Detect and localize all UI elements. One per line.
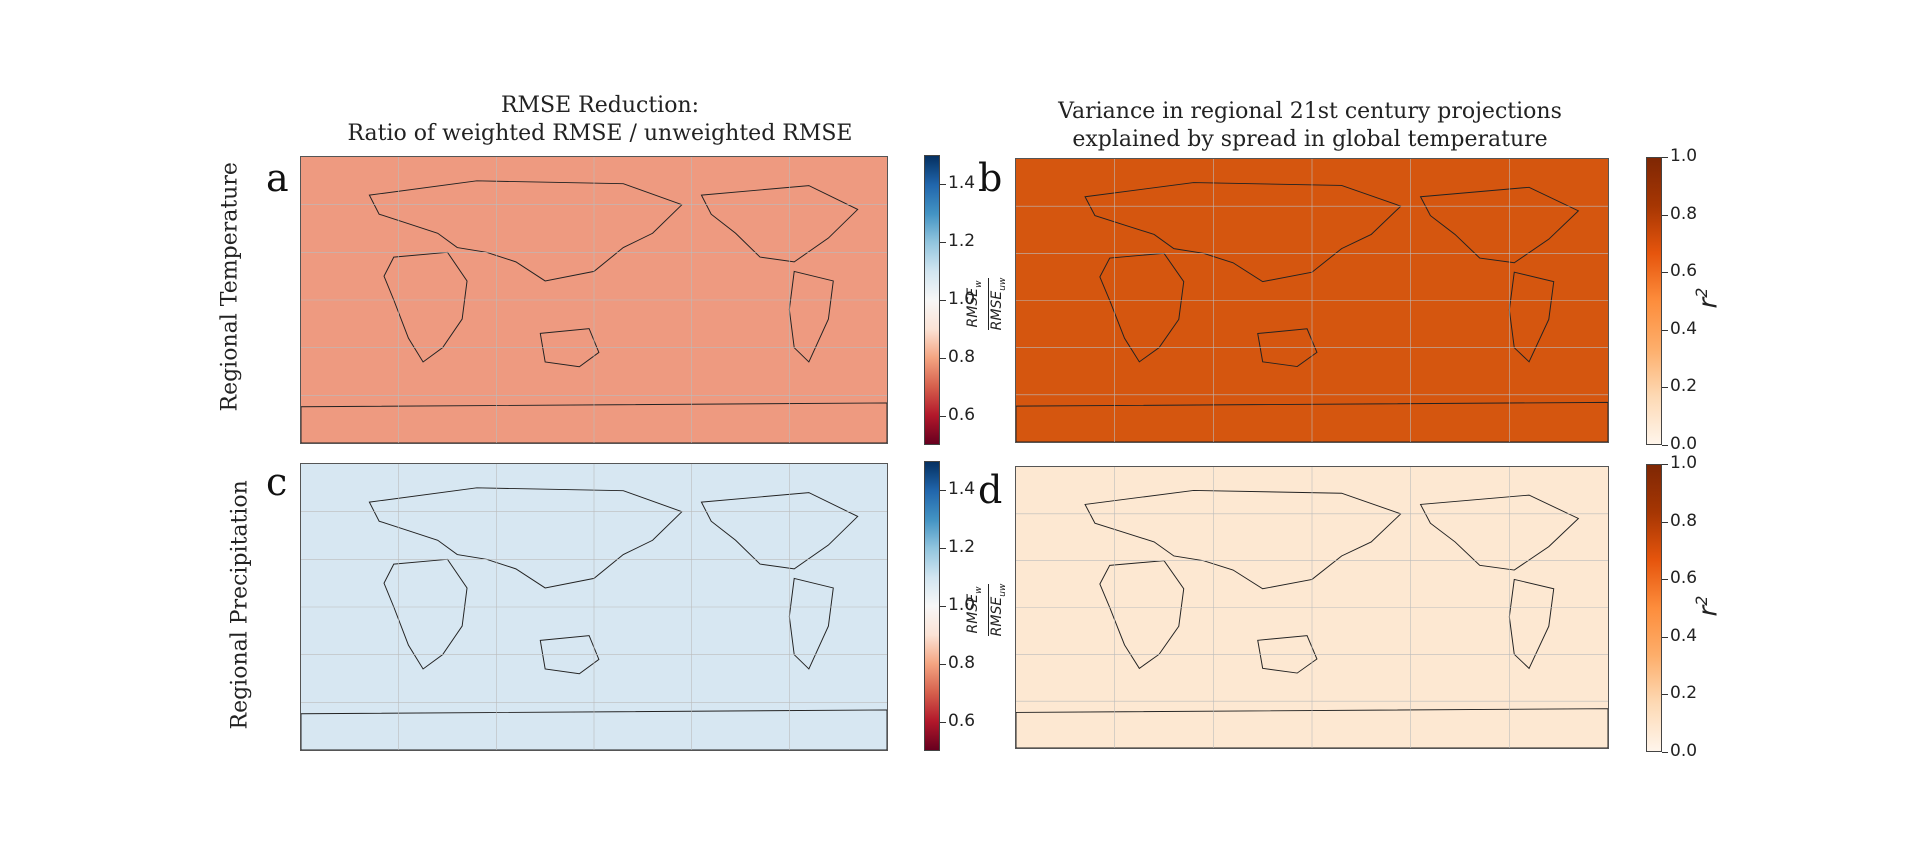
row-label-temperature: Regional Temperature: [217, 162, 243, 412]
colorbar-tick-label: 0.8: [1670, 510, 1698, 531]
coastline: [1084, 182, 1402, 283]
colorbar-tick-mark: [1662, 752, 1668, 753]
map-c-svg: [301, 464, 887, 750]
coastline: [1084, 489, 1402, 590]
colorbar-tick-mark: [1662, 387, 1668, 389]
r2-label-sup: 2: [1692, 287, 1711, 298]
colorbar-r2-top: [1646, 157, 1662, 445]
coastline: [383, 558, 468, 670]
colorbar-rmse-bottom-label: RMSEw RMSEuw: [965, 570, 1008, 650]
colorbar-tick-label: 0.0: [1670, 741, 1698, 761]
colorbar-tick-mark: [940, 548, 946, 549]
colorbar-rmse-top: [924, 155, 940, 445]
colorbar-tick-label: 1.0: [948, 289, 976, 309]
colorbar-tick-mark: [1662, 521, 1668, 523]
colorbar-tick-mark: [1662, 214, 1668, 216]
colorbar-tick-label: 0.4: [1670, 625, 1698, 646]
colorbar-rmse-top-label: RMSEw RMSEuw: [965, 264, 1008, 344]
coastline: [1257, 635, 1318, 674]
colorbar-tick-label: 1.4: [948, 479, 976, 499]
map-panel-a: [300, 156, 888, 444]
right-title-line1: Variance in regional 21st century projec…: [1058, 99, 1562, 124]
colorbar-tick-label: 0.6: [948, 711, 976, 731]
left-column-title: RMSE Reduction: Ratio of weighted RMSE /…: [300, 92, 900, 148]
colorbar-tick-label: 1.2: [948, 231, 976, 251]
colorbar-tick-label: 1.0: [948, 595, 976, 615]
colorbar-tick-label: 1.0: [1670, 453, 1698, 473]
map-a-svg: [301, 157, 887, 443]
left-title-line1: RMSE Reduction:: [500, 93, 700, 118]
colorbar-tick-label: 0.8: [1670, 203, 1698, 224]
right-column-title: Variance in regional 21st century projec…: [1010, 98, 1610, 154]
colorbar-tick-mark: [940, 242, 946, 243]
colorbar-tick-label: 0.0: [1670, 434, 1698, 454]
coastline: [1099, 560, 1185, 670]
map-d-svg: [1016, 467, 1608, 748]
colorbar-tick-mark: [940, 358, 946, 359]
colorbar-tick-mark: [1662, 464, 1668, 465]
colorbar-tick-label: 0.4: [1670, 318, 1698, 339]
coastline: [700, 492, 859, 570]
coastline: [700, 185, 859, 263]
colorbar-r2-bottom: [1646, 464, 1662, 752]
colorbar-tick-mark: [1662, 272, 1668, 274]
panel-letter-c: c: [266, 460, 288, 504]
r2-label-sup: 2: [1692, 595, 1711, 606]
coastline: [1099, 252, 1185, 363]
rmse-label-den: RMSE: [988, 290, 1005, 331]
coastline: [539, 635, 600, 675]
colorbar-tick-mark: [1662, 157, 1668, 158]
colorbar-tick-label: 0.8: [948, 653, 976, 673]
coastline: [1257, 328, 1318, 368]
r2-label: r: [1693, 605, 1724, 617]
colorbar-tick-mark: [1662, 445, 1668, 446]
colorbar-tick-mark: [940, 300, 946, 301]
colorbar-tick-label: 0.2: [1670, 683, 1698, 704]
colorbar-tick-mark: [940, 490, 946, 491]
colorbar-tick-label: 0.6: [1670, 261, 1698, 282]
colorbar-tick-mark: [1662, 636, 1668, 638]
colorbar-tick-mark: [940, 722, 946, 723]
colorbar-tick-label: 1.0: [1670, 146, 1698, 166]
coastline: [539, 328, 600, 368]
colorbar-tick-mark: [940, 184, 946, 185]
rmse-label-den-sub: uw: [997, 583, 1008, 597]
panel-letter-b: b: [978, 156, 1003, 200]
map-panel-c: [300, 463, 888, 751]
left-title-line2: Ratio of weighted RMSE / unweighted RMSE: [347, 121, 853, 146]
rmse-label-den: RMSE: [988, 596, 1005, 637]
colorbar-tick-label: 0.6: [948, 405, 976, 425]
panel-letter-a: a: [266, 156, 289, 200]
colorbar-tick-mark: [1662, 579, 1668, 581]
colorbar-tick-mark: [940, 606, 946, 607]
colorbar-tick-label: 0.6: [1670, 568, 1698, 589]
map-panel-b: [1015, 158, 1609, 443]
coastline: [383, 251, 468, 363]
r2-label: r: [1693, 297, 1724, 309]
right-title-line2: explained by spread in global temperatur…: [1072, 127, 1548, 152]
colorbar-tick-mark: [1662, 329, 1668, 331]
coastline: [368, 487, 683, 589]
rmse-label-num-sub: w: [973, 586, 984, 594]
panel-letter-d: d: [978, 468, 1003, 512]
rmse-label-den-sub: uw: [997, 277, 1008, 291]
row-label-precipitation: Regional Precipitation: [227, 480, 253, 730]
colorbar-r2-top-label: r2: [1692, 278, 1728, 318]
colorbar-tick-mark: [940, 416, 946, 417]
colorbar-r2-bottom-label: r2: [1692, 586, 1728, 626]
coastline: [1419, 186, 1580, 264]
colorbar-tick-label: 0.8: [948, 347, 976, 367]
colorbar-tick-mark: [940, 664, 946, 665]
map-b-svg: [1016, 159, 1608, 442]
colorbar-tick-label: 0.2: [1670, 376, 1698, 397]
rmse-label-num-sub: w: [973, 280, 984, 288]
map-panel-d: [1015, 466, 1609, 749]
colorbar-tick-label: 1.2: [948, 537, 976, 557]
colorbar-tick-label: 1.4: [948, 173, 976, 193]
coastline: [368, 180, 683, 282]
coastline: [1419, 494, 1580, 571]
colorbar-tick-mark: [1662, 694, 1668, 696]
colorbar-rmse-bottom: [924, 461, 940, 751]
